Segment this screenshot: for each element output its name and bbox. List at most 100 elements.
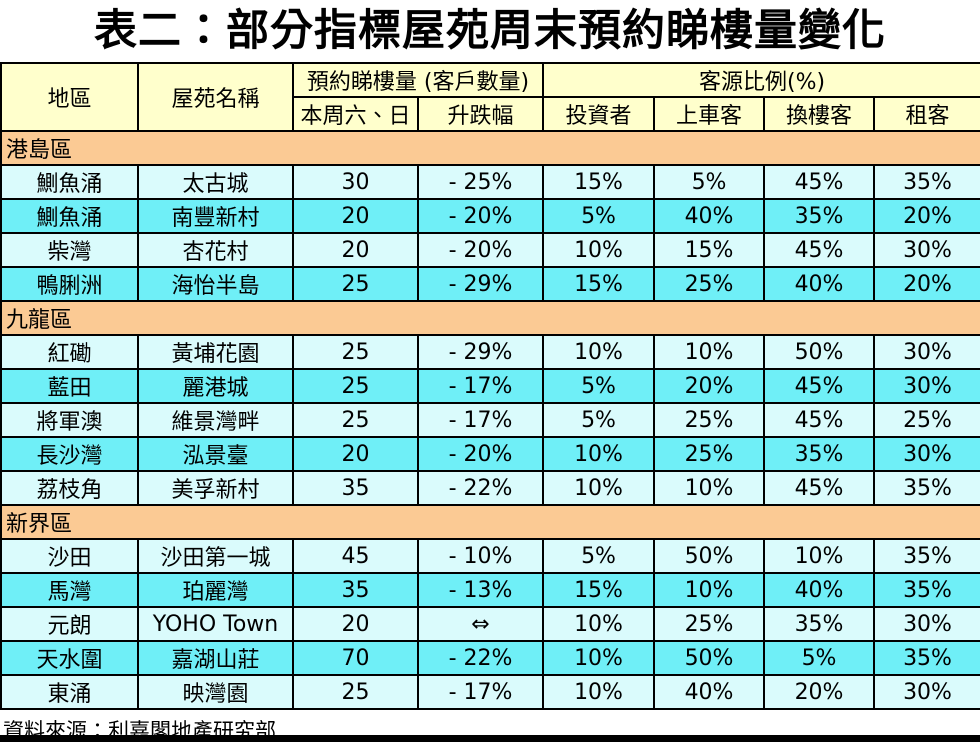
cell-first-time-pct: 5% — [653, 164, 766, 200]
table-row: 鴨脷洲 海怡半島 25- 29% 15% 25% 40% 20% — [0, 266, 980, 302]
section-label: 九龍區 — [0, 300, 980, 336]
header-group-row: 地區 屋苑名稱 預約睇樓量 (客戶數量) 客源比例(%) — [0, 62, 980, 132]
table-header: 地區 屋苑名稱 預約睇樓量 (客戶數量) 客源比例(%) 本周六、日 升跌幅 投資者… — [0, 62, 980, 132]
cell-first-time-pct: 25% — [653, 402, 766, 438]
table-body: 港島區 鰂魚涌 太古城 30- 25% 15% 5% 45% 35% 鰂魚涌 南豐新村 20- 20… — [0, 130, 980, 710]
cell-tenant-pct: 20% — [873, 266, 980, 302]
cell-first-time-pct: 25% — [653, 266, 766, 302]
section-label: 港島區 — [0, 130, 980, 166]
cell-sat-sun-count: 25 — [292, 368, 419, 404]
cell-investor-pct: 10% — [542, 334, 656, 370]
cell-district: 元朗 — [0, 606, 139, 642]
col-header-tenant: 租客 — [873, 96, 980, 132]
cell-tenant-pct: 30% — [873, 674, 980, 710]
table-row: 馬灣 珀麗灣 35- 13% 15% 10% 40% 35% — [0, 572, 980, 608]
cell-upgrader-pct: 20% — [763, 674, 876, 710]
cell-change-pct: - 22% — [416, 640, 545, 676]
table-row: 荔枝角 美孚新村 35- 22% 10% 10% 45% 35% — [0, 470, 980, 506]
cell-tenant-pct: 20% — [873, 198, 980, 234]
cell-sat-sun-count: 25 — [292, 402, 419, 438]
cell-tenant-pct: 30% — [873, 436, 980, 472]
cell-first-time-pct: 50% — [653, 538, 766, 574]
cell-change-pct: - 25% — [416, 164, 545, 200]
cell-investor-pct: 5% — [542, 198, 656, 234]
cell-sat-sun-count: 45 — [292, 538, 419, 574]
cell-change-pct: - 22% — [416, 470, 545, 506]
cell-tenant-pct: 30% — [873, 606, 980, 642]
cell-sat-sun-count: 35 — [292, 572, 419, 608]
col-header-change: 升跌幅 — [416, 96, 545, 132]
cell-investor-pct: 10% — [542, 470, 656, 506]
cell-estate: 維景灣畔 — [137, 402, 294, 438]
cell-tenant-pct: 35% — [873, 640, 980, 676]
cell-sat-sun-count: 70 — [292, 640, 419, 676]
table-row: 紅磡 黃埔花園 25- 29% 10% 10% 50% 30% — [0, 334, 980, 370]
cell-upgrader-pct: 35% — [763, 198, 876, 234]
cell-district: 鰂魚涌 — [0, 198, 139, 234]
cell-tenant-pct: 30% — [873, 334, 980, 370]
cell-district: 天水圍 — [0, 640, 139, 676]
section-label: 新界區 — [0, 504, 980, 540]
table-row: 東涌 映灣園 25- 17% 10% 40% 20% 30% — [0, 674, 980, 710]
cell-tenant-pct: 35% — [873, 572, 980, 608]
page-title: 表二：部分指標屋苑周末預約睇樓量變化 — [94, 6, 886, 56]
table-row: 將軍澳 維景灣畔 25- 17% 5% 25% 45% 25% — [0, 402, 980, 438]
cell-estate: 映灣園 — [137, 674, 294, 710]
cell-tenant-pct: 30% — [873, 368, 980, 404]
cell-district: 紅磡 — [0, 334, 139, 370]
col-header-upgrader: 換樓客 — [763, 96, 876, 132]
col-header-bookings-group: 預約睇樓量 (客戶數量) — [291, 62, 545, 98]
cell-upgrader-pct: 40% — [763, 572, 876, 608]
cell-upgrader-pct: 45% — [763, 402, 876, 438]
cell-upgrader-pct: 10% — [763, 538, 876, 574]
col-header-estate: 屋苑名稱 — [137, 62, 294, 132]
cell-upgrader-pct: 45% — [763, 470, 876, 506]
cell-estate: 美孚新村 — [137, 470, 294, 506]
cell-first-time-pct: 10% — [653, 572, 766, 608]
col-header-investor: 投資者 — [542, 96, 656, 132]
cell-estate: 黃埔花園 — [137, 334, 294, 370]
cell-change-pct: - 29% — [416, 266, 545, 302]
cell-tenant-pct: 35% — [873, 164, 980, 200]
cell-estate: 嘉湖山莊 — [137, 640, 294, 676]
cell-change-pct: - 17% — [416, 674, 545, 710]
cell-first-time-pct: 20% — [653, 368, 766, 404]
cell-estate: 南豐新村 — [137, 198, 294, 234]
cell-sat-sun-count: 20 — [292, 232, 419, 268]
cell-investor-pct: 10% — [542, 640, 656, 676]
cell-tenant-pct: 35% — [873, 538, 980, 574]
cell-estate: 太古城 — [137, 164, 294, 200]
col-header-first-time-buyer: 上車客 — [653, 96, 766, 132]
cell-investor-pct: 15% — [542, 164, 656, 200]
bottom-bar — [0, 735, 980, 742]
cell-change-pct: - 17% — [416, 368, 545, 404]
table-row: 長沙灣 泓景臺 20- 20% 10% 25% 35% 30% — [0, 436, 980, 472]
cell-investor-pct: 5% — [542, 538, 656, 574]
cell-first-time-pct: 40% — [653, 198, 766, 234]
table-row: 天水圍 嘉湖山莊 70- 22% 10% 50% 5% 35% — [0, 640, 980, 676]
table-row: 鰂魚涌 南豐新村 20- 20% 5% 40% 35% 20% — [0, 198, 980, 234]
cell-upgrader-pct: 50% — [763, 334, 876, 370]
cell-investor-pct: 5% — [542, 368, 656, 404]
header-sub-row: 本周六、日 升跌幅 投資者 上車客 換樓客 租客 — [1, 96, 980, 132]
cell-sat-sun-count: 35 — [292, 470, 419, 506]
cell-estate: YOHO Town — [137, 606, 294, 642]
cell-tenant-pct: 35% — [873, 470, 980, 506]
cell-sat-sun-count: 20 — [292, 198, 419, 234]
cell-change-pct: - 20% — [416, 232, 545, 268]
cell-sat-sun-count: 30 — [292, 164, 419, 200]
cell-district: 東涌 — [0, 674, 139, 710]
cell-upgrader-pct: 5% — [763, 640, 876, 676]
cell-upgrader-pct: 40% — [763, 266, 876, 302]
cell-change-pct: - 13% — [416, 572, 545, 608]
cell-first-time-pct: 10% — [653, 334, 766, 370]
section-row: 港島區 — [0, 130, 980, 166]
cell-change-pct: - 10% — [416, 538, 545, 574]
cell-estate: 海怡半島 — [137, 266, 294, 302]
cell-district: 柴灣 — [0, 232, 139, 268]
section-row: 新界區 — [0, 504, 980, 540]
cell-tenant-pct: 25% — [873, 402, 980, 438]
cell-district: 長沙灣 — [0, 436, 139, 472]
cell-change-pct: - 17% — [416, 402, 545, 438]
